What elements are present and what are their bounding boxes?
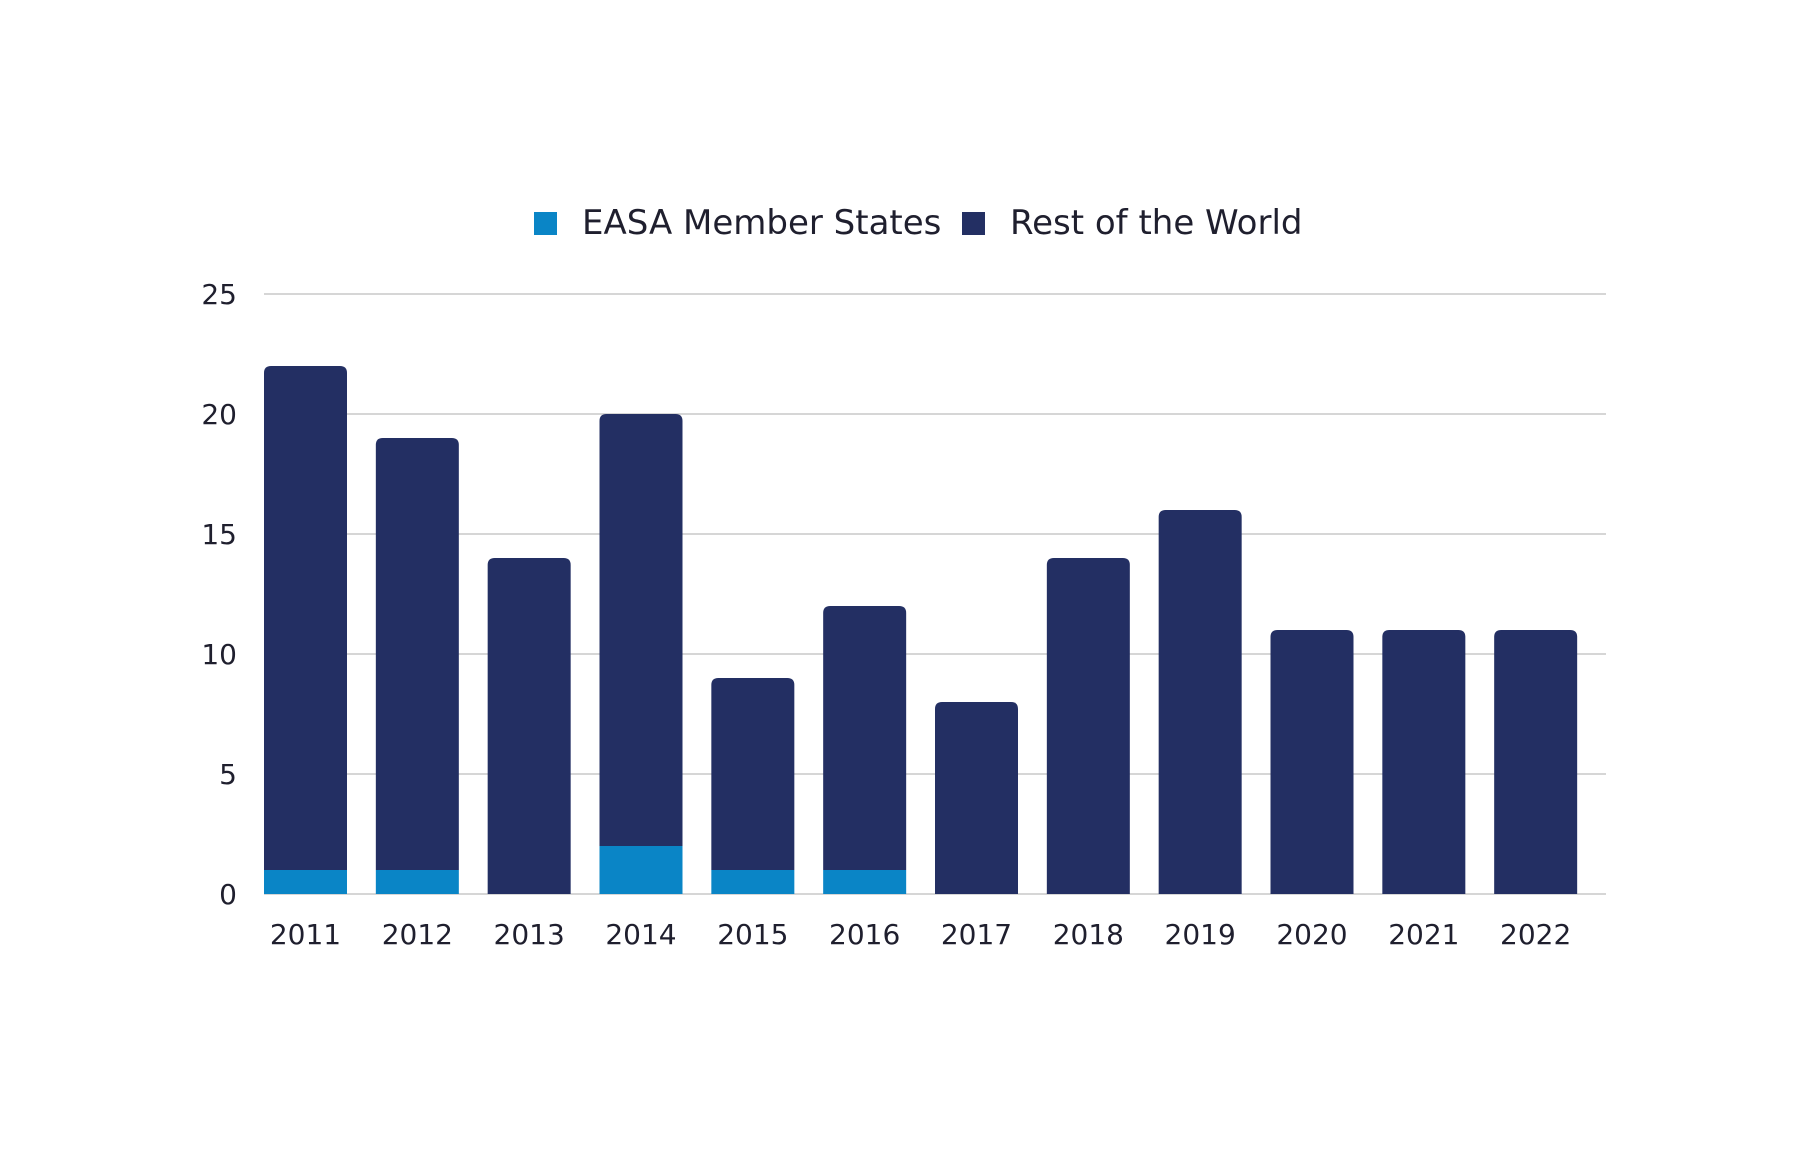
x-tick-label: 2020: [1276, 918, 1347, 951]
bar-rest-of-the-world-2015: [711, 678, 795, 870]
bars: [264, 366, 1578, 894]
y-tick-label: 5: [219, 758, 237, 791]
x-tick-label: 2016: [829, 918, 900, 951]
bar-rest-of-the-world-2011: [264, 366, 347, 870]
bar-rest-of-the-world-2021: [1382, 630, 1466, 894]
x-tick-label: 2012: [382, 918, 453, 951]
bar-rest-of-the-world-2012: [375, 438, 459, 870]
y-tick-label: 20: [201, 398, 237, 431]
bar-rest-of-the-world-2018: [1046, 558, 1130, 894]
bar-easa-member-states-2014: [599, 846, 683, 894]
legend-label-rest: Rest of the World: [1010, 203, 1303, 243]
bar-easa-member-states-2015: [711, 870, 795, 894]
legend-swatch-easa: [534, 212, 557, 235]
x-tick-label: 2011: [270, 918, 341, 951]
bar-easa-member-states-2011: [264, 870, 347, 894]
bar-rest-of-the-world-2017: [935, 702, 1018, 894]
x-tick-label: 2021: [1388, 918, 1459, 951]
legend: EASA Member States Rest of the World: [534, 203, 1303, 243]
bar-rest-of-the-world-2016: [823, 606, 907, 870]
bar-rest-of-the-world-2020: [1270, 630, 1354, 894]
y-tick-label: 0: [219, 878, 237, 911]
x-tick-label: 2014: [605, 918, 676, 951]
bar-rest-of-the-world-2022: [1494, 630, 1578, 894]
x-tick-label: 2022: [1500, 918, 1571, 951]
x-axis: 2011 2012 2013 2014 2015 2016 2017 2018 2019 2020…: [270, 918, 1571, 951]
bar-easa-member-states-2016: [823, 870, 907, 894]
y-tick-label: 10: [201, 638, 237, 671]
y-tick-label: 15: [201, 518, 237, 551]
y-axis: 0 5 10 15 20 25: [201, 278, 237, 911]
legend-label-easa: EASA Member States: [582, 203, 941, 243]
x-tick-label: 2015: [717, 918, 788, 951]
bar-rest-of-the-world-2019: [1158, 510, 1242, 894]
x-tick-label: 2019: [1165, 918, 1236, 951]
x-tick-label: 2017: [941, 918, 1012, 951]
legend-swatch-rest: [962, 212, 985, 235]
bar-rest-of-the-world-2014: [599, 414, 683, 846]
bar-rest-of-the-world-2013: [487, 558, 571, 894]
x-tick-label: 2013: [494, 918, 565, 951]
x-tick-label: 2018: [1053, 918, 1124, 951]
y-tick-label: 25: [201, 278, 237, 311]
bar-easa-member-states-2012: [375, 870, 459, 894]
